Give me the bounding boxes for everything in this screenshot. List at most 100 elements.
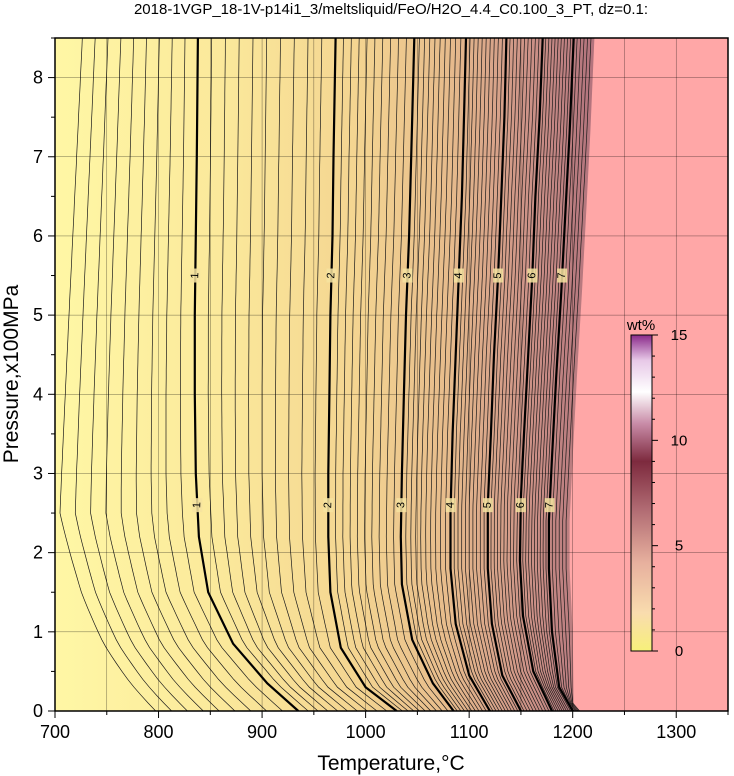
minor-contour [430, 38, 476, 711]
minor-contour [534, 38, 563, 711]
contour-label-2: 2 [325, 272, 337, 279]
minor-contour [555, 38, 581, 711]
y-tick-label: 3 [33, 463, 43, 483]
contour-label-bg [544, 498, 555, 513]
minor-contour [453, 38, 494, 711]
minor-contour [371, 38, 432, 711]
y-tick-label: 6 [33, 226, 43, 246]
minor-contour [465, 38, 503, 711]
minor-contour [490, 38, 525, 711]
x-tick-label: 1000 [346, 722, 386, 742]
x-axis-title: Temperature,°C [317, 752, 464, 775]
contour-label-3: 3 [401, 272, 413, 279]
minor-contour [435, 38, 480, 711]
y-tick-label: 0 [33, 701, 43, 721]
major-contour-4 [449, 38, 491, 711]
minor-contour [90, 38, 188, 711]
colorbar-ticks: 0 5 10 15 [652, 327, 687, 660]
minor-contour [528, 38, 559, 711]
minor-contour [410, 38, 462, 711]
contour-label-bg [396, 498, 407, 513]
y-tick-label: 4 [33, 384, 43, 404]
minor-contour [105, 38, 204, 711]
contour-label-6: 6 [526, 272, 538, 279]
minor-contour [497, 38, 531, 711]
minor-contour [378, 38, 437, 711]
contour-label-bg [527, 268, 538, 283]
minor-contour [59, 38, 156, 711]
minor-contour [335, 38, 403, 711]
contour-label-bg [557, 268, 568, 283]
minor-contour [536, 38, 565, 711]
colorbar-gradient [630, 334, 653, 652]
minor-contour [457, 38, 497, 711]
minor-contour [415, 38, 465, 711]
minor-contour [509, 38, 544, 711]
minor-contour [483, 38, 519, 711]
minor-contour [288, 38, 368, 711]
plot-area: 11223344556677 [55, 38, 728, 711]
contour-label-4: 4 [453, 272, 465, 279]
plot-frame [54, 37, 729, 712]
minor-contour [207, 38, 309, 711]
minor-contour [565, 38, 592, 711]
colorbar-tick-label: 0 [675, 643, 683, 660]
minor-contour [393, 38, 449, 711]
x-tick-label: 800 [144, 722, 174, 742]
minor-contour [522, 38, 555, 711]
grid [55, 38, 728, 711]
minor-contour [476, 38, 512, 711]
minor-contour [405, 38, 458, 711]
contour-label-bg [482, 498, 493, 513]
contour-label-5: 5 [482, 502, 494, 509]
minor-contour [445, 38, 487, 711]
minor-contour [274, 38, 358, 711]
minor-contour [385, 38, 443, 711]
minor-contour [314, 38, 388, 711]
minor-contour [500, 38, 534, 711]
x-tick-label: 900 [247, 722, 277, 742]
minor-contour [468, 38, 506, 711]
contour-label-bg [493, 268, 504, 283]
colorbar-title: wt% [626, 317, 655, 334]
y-tick-label: 7 [33, 147, 43, 167]
plot-title: 2018-1VGP_18-1V-p14i1_3/meltsliquid/FeO/… [134, 1, 648, 18]
minor-contour [516, 38, 550, 711]
colorbar: wt% 0 5 10 15 [626, 317, 688, 660]
minor-contour [525, 38, 557, 711]
contour-label-bg [190, 268, 201, 283]
minor-contour [349, 38, 415, 711]
contour-label-1: 1 [191, 502, 203, 509]
major-contour-7 [547, 38, 575, 711]
x-axis: 700 800 900 1000 1100 1200 1300 [40, 711, 729, 742]
contour-label-bg [445, 498, 456, 513]
contour-label-bg [453, 268, 464, 283]
y-tick-label: 5 [33, 305, 43, 325]
minor-contours [59, 38, 592, 711]
colorbar-tick-label: 15 [671, 327, 688, 344]
contour-label-2: 2 [322, 502, 334, 509]
minor-contour [558, 38, 585, 711]
major-contour-6 [518, 38, 553, 711]
minor-contour [135, 38, 236, 711]
contour-label-1: 1 [189, 272, 201, 279]
minor-contour [506, 38, 540, 711]
minor-contour [545, 38, 571, 711]
minor-contour [503, 38, 537, 711]
minor-contour [342, 38, 409, 711]
colorbar-tick-label: 10 [671, 432, 688, 449]
colorbar-tick-label: 5 [675, 538, 683, 555]
minor-contour [425, 38, 472, 711]
minor-contour [180, 38, 283, 711]
minor-contour [461, 38, 500, 711]
minor-contour [248, 38, 338, 711]
contour-label-7: 7 [543, 502, 555, 509]
y-axis: 0 1 2 3 4 5 6 7 8 [33, 37, 55, 721]
minor-contour [551, 38, 578, 711]
minor-contour [364, 38, 426, 711]
minor-contour [531, 38, 561, 711]
x-tick-label: 1200 [553, 722, 593, 742]
x-tick-label: 1100 [450, 722, 489, 742]
minor-contour [440, 38, 483, 711]
